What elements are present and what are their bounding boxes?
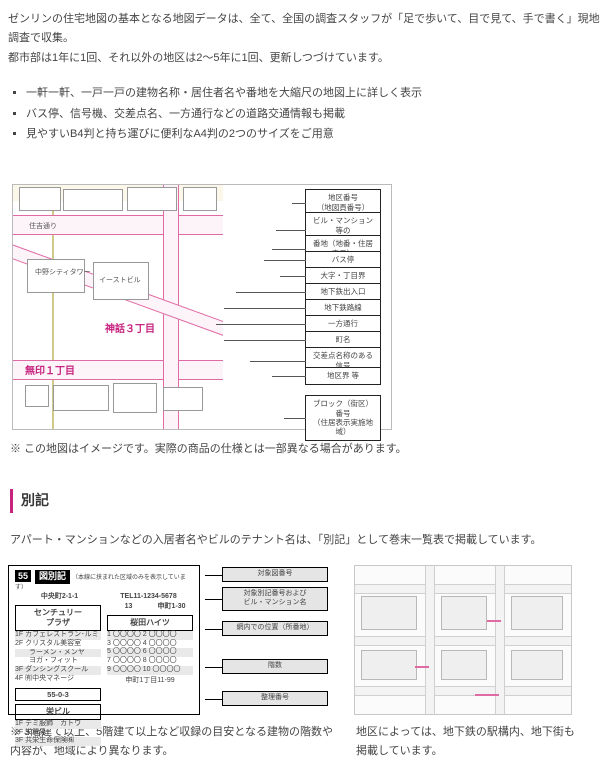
subway-plot <box>361 650 417 680</box>
bekki-block-body: 1 〇〇〇〇 2 〇〇〇〇 3 〇〇〇〇 4 〇〇〇〇 5 〇〇〇〇 6 〇〇〇… <box>107 631 193 675</box>
map-caption: ※ この地図はイメージです。実際の商品の仕様とは一部異なる場合があります。 <box>10 440 601 459</box>
bekki-line: 7 〇〇〇〇 8 〇〇〇〇 <box>107 657 193 666</box>
subway-plot <box>511 596 563 630</box>
legend-item: ブロック（街区）番号（住居表示実施地域） <box>305 395 381 441</box>
map-plot <box>127 187 177 211</box>
map-legend-block: 住吉通り 中野シティタワー イーストビル 神話３丁目 無印１丁目 地区番号（地図… <box>8 184 601 459</box>
bekki-block: 栄ビル <box>15 704 101 720</box>
bekki-block: センチュリープラザ <box>15 605 101 631</box>
bekki-block-body: 1F デミ服飾 カトウ 2F 栄貿易 3F 共栄生命保険㈱ <box>15 720 101 746</box>
subway-road <box>355 584 571 594</box>
page-root: ゼンリンの住宅地図の基本となる地図データは、全て、全国の調査スタッフが「足で歩い… <box>0 0 601 761</box>
bekki-block: 55-0-3 <box>15 688 101 701</box>
bekki-line: 2F クリスタル美容室 <box>15 640 101 649</box>
bekki-row: 55 図別記 （本線に挟まれた区域のみを表示しています） 中央町2-1-1 TE… <box>8 565 601 760</box>
bekki-tag: 対象図番号 <box>222 567 328 582</box>
legend-item: 町名 <box>305 331 381 348</box>
feature-item: バス停、信号機、交差点名、一方通行などの道路交通情報も掲載 <box>26 105 601 124</box>
bekki-addr-row: 中央町2-1-1 TEL11-1234-5678 <box>15 593 193 602</box>
map-plot <box>63 189 123 211</box>
bekki-line: ラーメン・メンヤ <box>15 649 101 658</box>
bekki-line: ヨガ・フィット <box>15 657 101 666</box>
legend-item: 一方通行 <box>305 315 381 332</box>
subway-plot <box>441 596 487 630</box>
subway-figure <box>354 565 572 715</box>
bekki-addr: 13 <box>107 603 150 612</box>
bekki-line: 1F カフェレストラン･ルミ <box>15 631 101 640</box>
map-plot <box>163 387 203 411</box>
intro-line-1: ゼンリンの住宅地図の基本となる地図データは、全て、全国の調査スタッフが「足で歩い… <box>8 10 601 47</box>
map-plot <box>53 385 109 411</box>
bekki-figure: 55 図別記 （本線に挟まれた区域のみを表示しています） 中央町2-1-1 TE… <box>8 565 332 715</box>
bekki-block: 桜田ハイツ <box>107 615 193 631</box>
subway-road <box>355 636 571 646</box>
map-plot <box>183 187 217 211</box>
bekki-addr: TEL11-1234-5678 <box>104 593 193 602</box>
bekki-line: 3F 共栄生命保険㈱ <box>15 737 101 746</box>
legend-item: 地下鉄出入口 <box>305 283 381 300</box>
subway-road <box>355 686 571 696</box>
subway-road <box>495 566 505 714</box>
subway-accent <box>487 620 501 622</box>
bekki-addr: 中央町2-1-1 <box>15 593 104 602</box>
legend-item: 地下鉄路線 <box>305 299 381 316</box>
bekki-line: 4F ㈲中央マネージ <box>15 675 101 684</box>
bekki-right-col: 地区によっては、地下鉄の駅構内、地下街も掲載しています。 <box>354 565 578 760</box>
map-district-label: 神話３丁目 <box>105 321 155 338</box>
subway-caption: 地区によっては、地下鉄の駅構内、地下街も掲載しています。 <box>356 723 578 760</box>
bekki-core: 55 図別記 （本線に挟まれた区域のみを表示しています） 中央町2-1-1 TE… <box>8 565 200 715</box>
feature-item: 一軒一軒、一戸一戸の建物名称・居住者名や番地を大縮尺の地図上に詳しく表示 <box>26 84 601 103</box>
intro-line-2: 都市部は1年に1回、それ以外の地区は2～5年に1回、更新しつづけています。 <box>8 49 601 68</box>
map-street-label: 住吉通り <box>29 221 57 233</box>
map-district-label: 無印１丁目 <box>25 363 75 380</box>
bekki-addr: 申町1丁目11-99 <box>107 677 193 686</box>
bekki-line: 1F デミ服飾 カトウ <box>15 720 101 729</box>
legend-item: 地区界 等 <box>305 367 381 384</box>
subway-accent <box>475 694 499 696</box>
bekki-left-col: 55 図別記 （本線に挟まれた区域のみを表示しています） 中央町2-1-1 TE… <box>8 565 338 760</box>
bekki-addr: 申町1-30 <box>150 603 193 612</box>
bekki-title-bar: 55 図別記 （本線に挟まれた区域のみを表示しています） <box>15 570 193 592</box>
map-building-label: イーストビル <box>99 275 141 287</box>
subway-plot <box>361 596 417 630</box>
map-plot <box>25 385 49 407</box>
bekki-block-title: 桜田ハイツ <box>112 618 188 628</box>
map-plot <box>19 187 61 211</box>
intro-paragraphs: ゼンリンの住宅地図の基本となる地図データは、全て、全国の調査スタッフが「足で歩い… <box>8 10 601 68</box>
faux-map-canvas: 住吉通り 中野シティタワー イーストビル 神話３丁目 無印１丁目 <box>13 185 223 429</box>
map-legend-figure: 住吉通り 中野シティタワー イーストビル 神話３丁目 無印１丁目 地区番号（地図… <box>12 184 392 430</box>
feature-item: 見やすいB4判と持ち運びに便利なA4判の2つのサイズをご用意 <box>26 125 601 144</box>
map-plot <box>113 383 157 413</box>
legend-item: バス停 <box>305 251 381 268</box>
bekki-block-title: 栄ビル <box>20 707 96 717</box>
bekki-tag: 整理番号 <box>222 691 328 706</box>
bekki-title: 図別記 <box>35 570 70 583</box>
bekki-tag: 網内での位置（所番地） <box>222 621 328 636</box>
feature-list: 一軒一軒、一戸一戸の建物名称・居住者名や番地を大縮尺の地図上に詳しく表示 バス停… <box>8 84 601 144</box>
bekki-tag: 階数 <box>222 659 328 674</box>
bekki-section: 別記 アパート・マンションなどの入居者名やビルのテナント名は、「別記」として巻末… <box>8 489 601 761</box>
map-building-label: 中野シティタワー <box>35 267 91 279</box>
bekki-line: 1 〇〇〇〇 2 〇〇〇〇 <box>107 631 193 640</box>
legend-item: 大字・丁目界 <box>305 267 381 284</box>
bekki-line: 3F ダンシングスクール <box>15 666 101 675</box>
bekki-heading: 別記 <box>10 489 601 513</box>
bekki-line: 5 〇〇〇〇 6 〇〇〇〇 <box>107 648 193 657</box>
bekki-addr-row: 13 申町1-30 <box>107 603 193 612</box>
bekki-line: 9 〇〇〇〇 10 〇〇〇〇 <box>107 666 193 675</box>
bekki-line: 3 〇〇〇〇 4 〇〇〇〇 <box>107 640 193 649</box>
bekki-block-body: 1F カフェレストラン･ルミ 2F クリスタル美容室 ラーメン・メンヤ ヨガ・フ… <box>15 631 101 684</box>
bekki-line: 2F 栄貿易 <box>15 729 101 738</box>
bekki-tag: 対象別記番号およびビル・マンション名 <box>222 587 328 611</box>
subway-road <box>425 566 435 714</box>
subway-plot <box>511 650 563 680</box>
bekki-lead: アパート・マンションなどの入居者名やビルのテナント名は、「別記」として巻末一覧表… <box>10 531 601 550</box>
bekki-title-num: 55 <box>15 570 31 582</box>
subway-accent <box>415 666 429 668</box>
bekki-block-title: センチュリープラザ <box>20 608 96 628</box>
subway-plot <box>441 650 487 680</box>
